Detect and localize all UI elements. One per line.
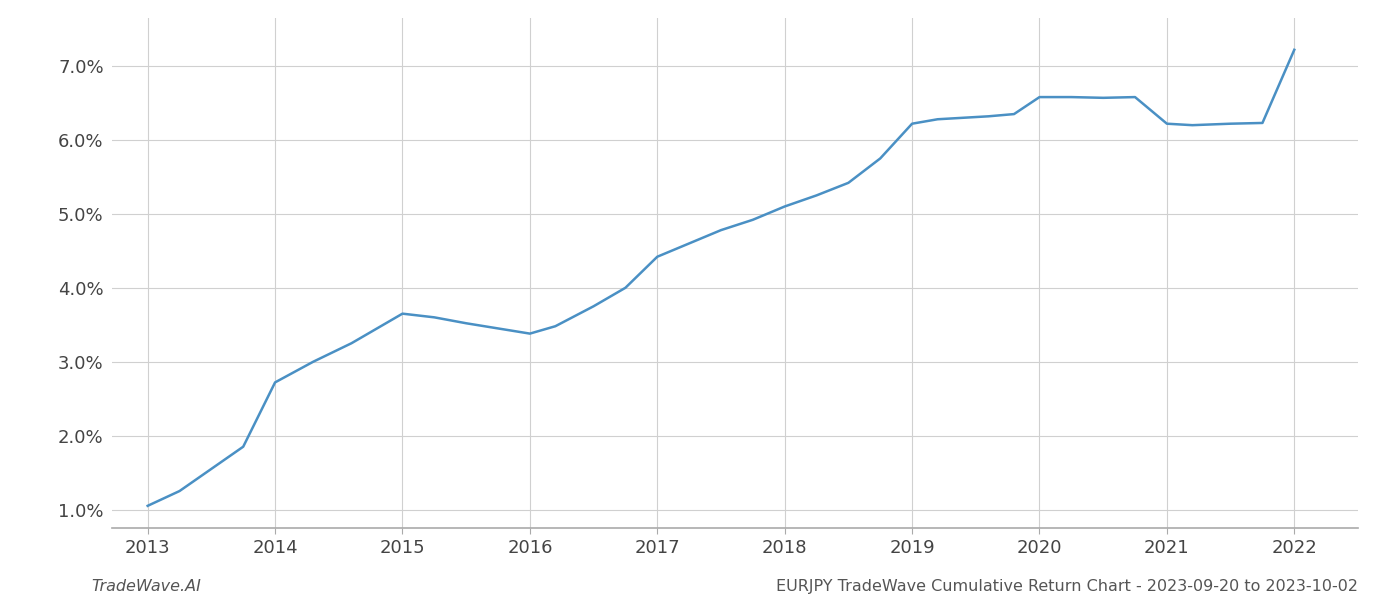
Text: EURJPY TradeWave Cumulative Return Chart - 2023-09-20 to 2023-10-02: EURJPY TradeWave Cumulative Return Chart… [776,579,1358,594]
Text: TradeWave.AI: TradeWave.AI [91,579,200,594]
